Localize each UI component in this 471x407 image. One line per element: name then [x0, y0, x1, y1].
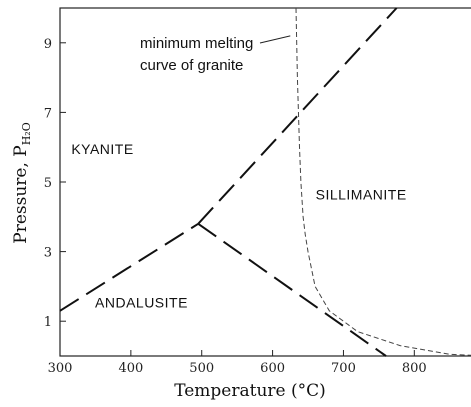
x-tick-label-600: 600 [260, 361, 285, 376]
boundary-line-4 [295, 7, 471, 356]
field-label-sillimanite: SILLIMANITE [316, 186, 407, 202]
y-tick-label-7: 7 [44, 106, 52, 121]
y-axis-title-subscript: H₂O [20, 122, 33, 145]
annotation-line-2: curve of granite [140, 57, 243, 74]
y-tick-label-9: 9 [44, 37, 52, 52]
y-axis-title: Pressure, PH₂O [11, 122, 33, 244]
svg-text:Pressure, PH₂O: Pressure, PH₂O [11, 122, 33, 244]
field-label-andalusite: ANDALUSITE [95, 294, 188, 310]
x-tick-label-500: 500 [189, 361, 214, 376]
annotation-leader [259, 35, 291, 44]
x-tick-label-400: 400 [118, 361, 143, 376]
plot-area: 300 400 500 600 700 800 1 3 5 7 9 KYANITE SILLIMANIT… [44, 7, 471, 376]
boundary-line-1 [59, 222, 199, 312]
x-tick-label-700: 700 [331, 361, 356, 376]
x-tick-label-800: 800 [402, 361, 427, 376]
boundary-line-2 [197, 7, 398, 225]
y-tick-label-3: 3 [44, 246, 52, 261]
field-label-kyanite: KYANITE [71, 141, 133, 157]
y-axis-title-main: Pressure, P [11, 145, 31, 243]
x-axis-title: Temperature (°C) [174, 381, 326, 401]
annotation-line-1: minimum melting [140, 35, 253, 52]
boundary-line-3 [197, 222, 387, 357]
x-tick-label-300: 300 [48, 361, 73, 376]
y-tick-label-5: 5 [44, 176, 52, 191]
y-tick-label-1: 1 [44, 315, 52, 330]
